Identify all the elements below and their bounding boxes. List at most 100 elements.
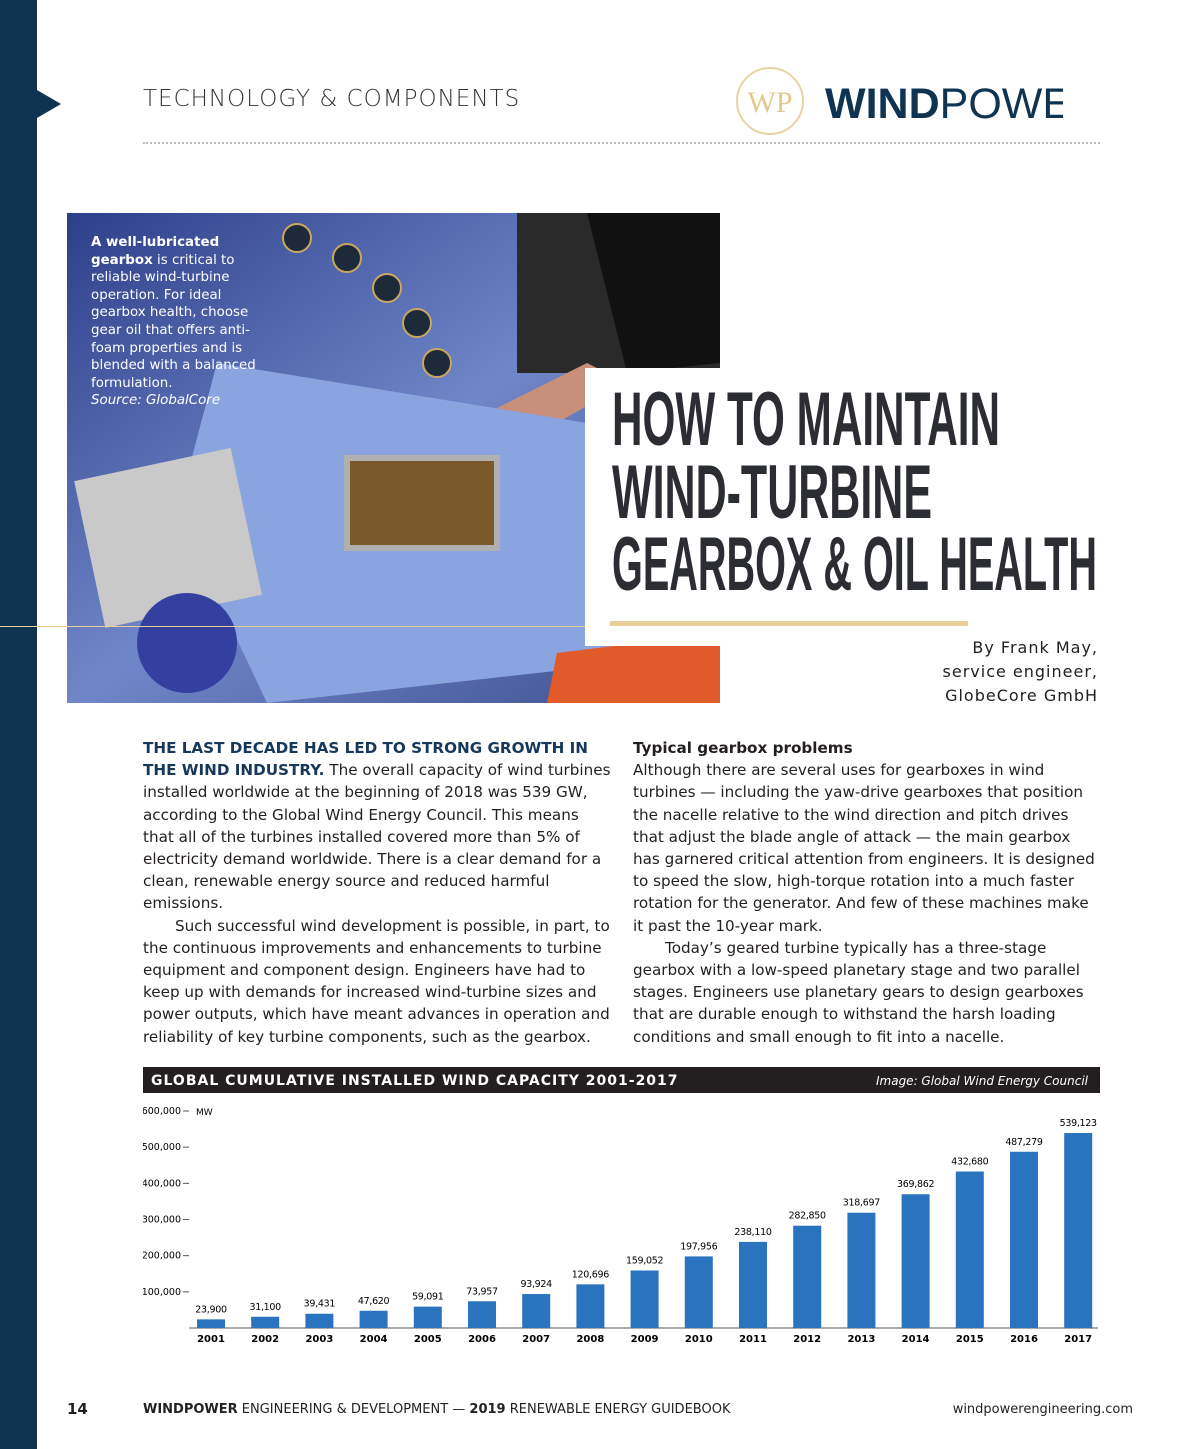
chart-title-bar <box>143 1067 1100 1093</box>
page-number: 14 <box>67 1400 88 1418</box>
bar <box>359 1310 388 1328</box>
bar <box>901 1194 930 1328</box>
x-tick-label: 2007 <box>522 1334 550 1345</box>
title: HOW TO MAINTAIN WIND-TURBINE GEARBOX & O… <box>610 377 1097 626</box>
byline: By Frank May, service engineer, GlobeCor… <box>900 636 1098 708</box>
chart-title: GLOBAL CUMULATIVE INSTALLED WIND CAPACIT… <box>151 1073 679 1089</box>
logo-badge: WP <box>748 86 793 119</box>
body-left: THE LAST DECADE HAS LED TO STRONG GROWTH… <box>143 737 611 1048</box>
pub-text: RENEWABLE ENERGY GUIDEBOOK <box>505 1402 731 1417</box>
pub-text: ENGINEERING & DEVELOPMENT — <box>237 1402 470 1417</box>
caption-bold: A well-lubricated gearbox <box>91 235 220 268</box>
text: The overall capacity of wind turbines in… <box>143 761 611 913</box>
x-tick-label: 2015 <box>956 1334 984 1345</box>
x-tick-label: 2017 <box>1064 1334 1092 1345</box>
value-label: 47,620 <box>358 1296 390 1307</box>
value-label: 31,100 <box>249 1302 281 1313</box>
divider <box>143 142 1100 144</box>
title-line: HOW TO MAINTAIN <box>612 377 1000 462</box>
y-tick-label: 500,000 <box>143 1142 181 1153</box>
bar <box>197 1319 225 1328</box>
value-label: 432,680 <box>951 1157 988 1168</box>
bar <box>847 1212 876 1328</box>
title-box <box>585 368 1100 646</box>
url: windpowerengineering.com <box>952 1402 1133 1417</box>
bar <box>684 1256 713 1328</box>
bar <box>468 1301 496 1328</box>
x-tick-label: 2006 <box>468 1334 496 1345</box>
bar <box>305 1313 334 1328</box>
paragraph: THE LAST DECADE HAS LED TO STRONG GROWTH… <box>143 737 611 915</box>
value-label: 369,862 <box>897 1179 934 1190</box>
y-unit: MW <box>196 1108 213 1118</box>
body-right: Typical gearbox problems Although there … <box>633 737 1101 1048</box>
y-tick-label: 400,000 <box>143 1178 181 1189</box>
x-tick-label: 2009 <box>631 1334 659 1345</box>
section-label: TECHNOLOGY & COMPONENTS <box>143 86 521 112</box>
value-label: 282,850 <box>789 1211 826 1222</box>
byline-line: service engineer, <box>942 662 1098 681</box>
x-tick-label: 2003 <box>305 1334 333 1345</box>
value-label: 120,696 <box>572 1269 609 1280</box>
caption-text: is critical to reliable wind-turbine ope… <box>91 252 256 391</box>
value-label: 159,052 <box>626 1255 663 1266</box>
publication: WINDPOWER ENGINEERING & DEVELOPMENT — 20… <box>143 1402 730 1417</box>
subheading: Typical gearbox problems <box>633 739 853 757</box>
bar <box>413 1306 442 1328</box>
logo-regular: POWER <box>940 80 1063 128</box>
pub-bold: 2019 <box>469 1402 506 1417</box>
chart-source: Image: Global Wind Energy Council <box>876 1074 1089 1088</box>
caption-source: Source: GlobalCore <box>91 393 221 409</box>
arrow <box>37 90 61 118</box>
bar <box>955 1171 984 1328</box>
chart: GLOBAL CUMULATIVE INSTALLED WIND CAPACIT… <box>143 1067 1100 1345</box>
value-label: 318,697 <box>843 1198 880 1209</box>
x-tick-label: 2013 <box>847 1334 875 1345</box>
y-tick-label: 100,000 <box>143 1287 181 1298</box>
logo: WP WINDPOWER <box>736 67 1063 135</box>
value-label: 73,957 <box>466 1286 498 1297</box>
x-tick-label: 2010 <box>685 1334 713 1345</box>
byline-line: GlobeCore GmbH <box>945 686 1098 705</box>
logo-bold: WIND <box>825 80 940 128</box>
paragraph: Although there are several uses for gear… <box>633 761 1095 935</box>
y-tick-label: 600,000 <box>143 1106 181 1117</box>
value-label: 197,956 <box>680 1241 717 1252</box>
byline-line: By Frank May, <box>972 638 1098 657</box>
paragraph: Such successful wind development is poss… <box>143 916 610 1046</box>
title-line: WIND-TURBINE <box>612 450 932 535</box>
x-tick-label: 2012 <box>793 1334 821 1345</box>
x-tick-label: 2001 <box>197 1334 225 1345</box>
bar <box>1064 1133 1093 1328</box>
value-label: 238,110 <box>734 1227 771 1238</box>
x-tick-label: 2008 <box>576 1334 604 1345</box>
logo-word: WINDPOWER <box>825 80 1063 128</box>
bar <box>251 1316 280 1328</box>
title-line: GEARBOX & OIL HEALTH <box>612 522 1097 607</box>
bar <box>739 1241 767 1328</box>
side-bar <box>0 0 37 1449</box>
value-label: 539,123 <box>1060 1118 1097 1129</box>
value-label: 39,431 <box>304 1299 336 1310</box>
x-tick-label: 2005 <box>414 1334 442 1345</box>
rule <box>0 626 600 627</box>
bar <box>793 1225 822 1328</box>
y-tick-label: 200,000 <box>143 1251 181 1262</box>
x-tick-label: 2002 <box>251 1334 279 1345</box>
bar <box>630 1270 659 1328</box>
x-tick-label: 2014 <box>902 1334 930 1345</box>
bar <box>576 1284 605 1328</box>
value-label: 487,279 <box>1005 1137 1042 1148</box>
bar <box>522 1294 551 1328</box>
value-label: 23,900 <box>195 1304 227 1315</box>
x-tick-label: 2004 <box>360 1334 388 1345</box>
value-label: 59,091 <box>412 1292 444 1303</box>
paragraph: Today’s geared turbine typically has a t… <box>633 938 1084 1046</box>
y-tick-label: 300,000 <box>143 1215 181 1226</box>
x-tick-label: 2011 <box>739 1334 767 1345</box>
photo-caption: A well-lubricated gearbox is critical to… <box>91 234 269 410</box>
x-tick-label: 2016 <box>1010 1334 1038 1345</box>
value-label: 93,924 <box>520 1279 552 1290</box>
lead: THE LAST DECADE HAS LED TO STRONG GROWTH… <box>143 739 589 780</box>
